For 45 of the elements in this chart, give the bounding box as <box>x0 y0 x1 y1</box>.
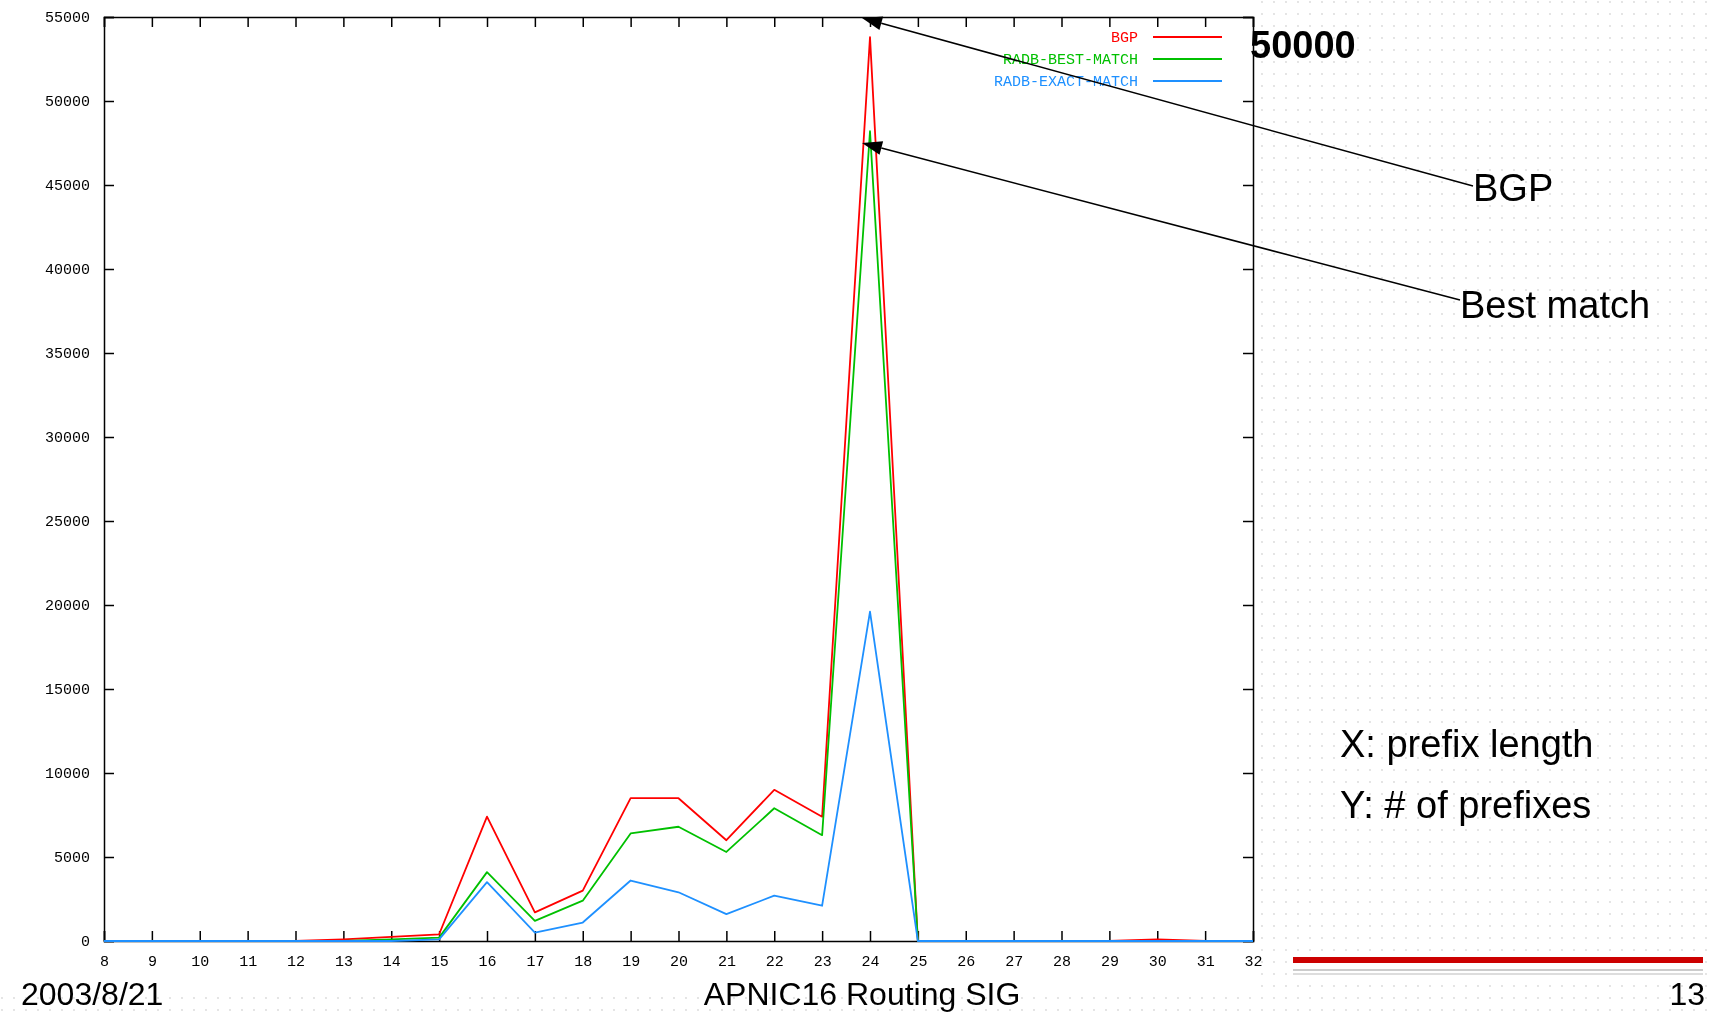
x-tick-label: 16 <box>478 953 497 971</box>
x-tick-label: 18 <box>574 953 593 971</box>
x-tick-label: 9 <box>147 953 157 971</box>
x-tick-label: 11 <box>239 953 258 971</box>
y-tick-label: 35000 <box>44 346 90 364</box>
y-tick-label: 0 <box>80 934 90 952</box>
y-tick-label: 40000 <box>44 262 90 280</box>
x-tick-label: 19 <box>622 953 641 971</box>
y-tick-label: 15000 <box>44 682 90 700</box>
x-tick-label: 20 <box>669 953 689 971</box>
text: Best match <box>1460 284 1651 326</box>
x-tick-label: 22 <box>765 953 784 971</box>
x-tick-label: 27 <box>1005 953 1024 971</box>
x-tick-label: 8 <box>99 953 110 971</box>
x-tick-label: 31 <box>1196 953 1215 971</box>
x-tick-label: 13 <box>334 953 353 971</box>
x-tick-label: 14 <box>382 953 401 971</box>
x-tick-label: 25 <box>909 953 928 971</box>
legend-label: BGP <box>1110 30 1138 47</box>
x-axis-title: X: prefix length <box>1340 723 1594 765</box>
y-tick-label: 55000 <box>44 10 90 28</box>
x-tick-label: 32 <box>1244 953 1263 971</box>
x-tick-label: 28 <box>1052 953 1072 971</box>
y-tick-label: 50000 <box>44 94 90 112</box>
x-tick-label: 15 <box>430 953 449 971</box>
text: 2003/8/21 <box>21 976 164 1012</box>
x-tick-label: 17 <box>526 953 545 971</box>
x-tick-label: 30 <box>1148 953 1167 971</box>
text: BGP <box>1473 167 1554 209</box>
x-tick-label: 26 <box>957 953 976 971</box>
x-tick-label: 24 <box>861 953 880 971</box>
y-tick-label: 5000 <box>53 850 90 868</box>
y-tick-label: 10000 <box>44 766 90 784</box>
y-tick-label: 25000 <box>44 514 90 532</box>
x-tick-label: 10 <box>191 953 210 971</box>
x-tick-label: 23 <box>813 953 832 971</box>
text: APNIC16 Routing SIG <box>703 976 1021 1012</box>
x-tick-label: 29 <box>1100 953 1119 971</box>
y-tick-label: 30000 <box>44 430 90 448</box>
x-tick-label: 12 <box>286 953 306 971</box>
text: 13 <box>1669 976 1705 1012</box>
y-tick-label: 20000 <box>44 598 90 616</box>
y-axis-title: Y: # of prefixes <box>1340 784 1592 826</box>
y-tick-label: 45000 <box>44 178 90 196</box>
x-tick-label: 21 <box>717 953 736 971</box>
